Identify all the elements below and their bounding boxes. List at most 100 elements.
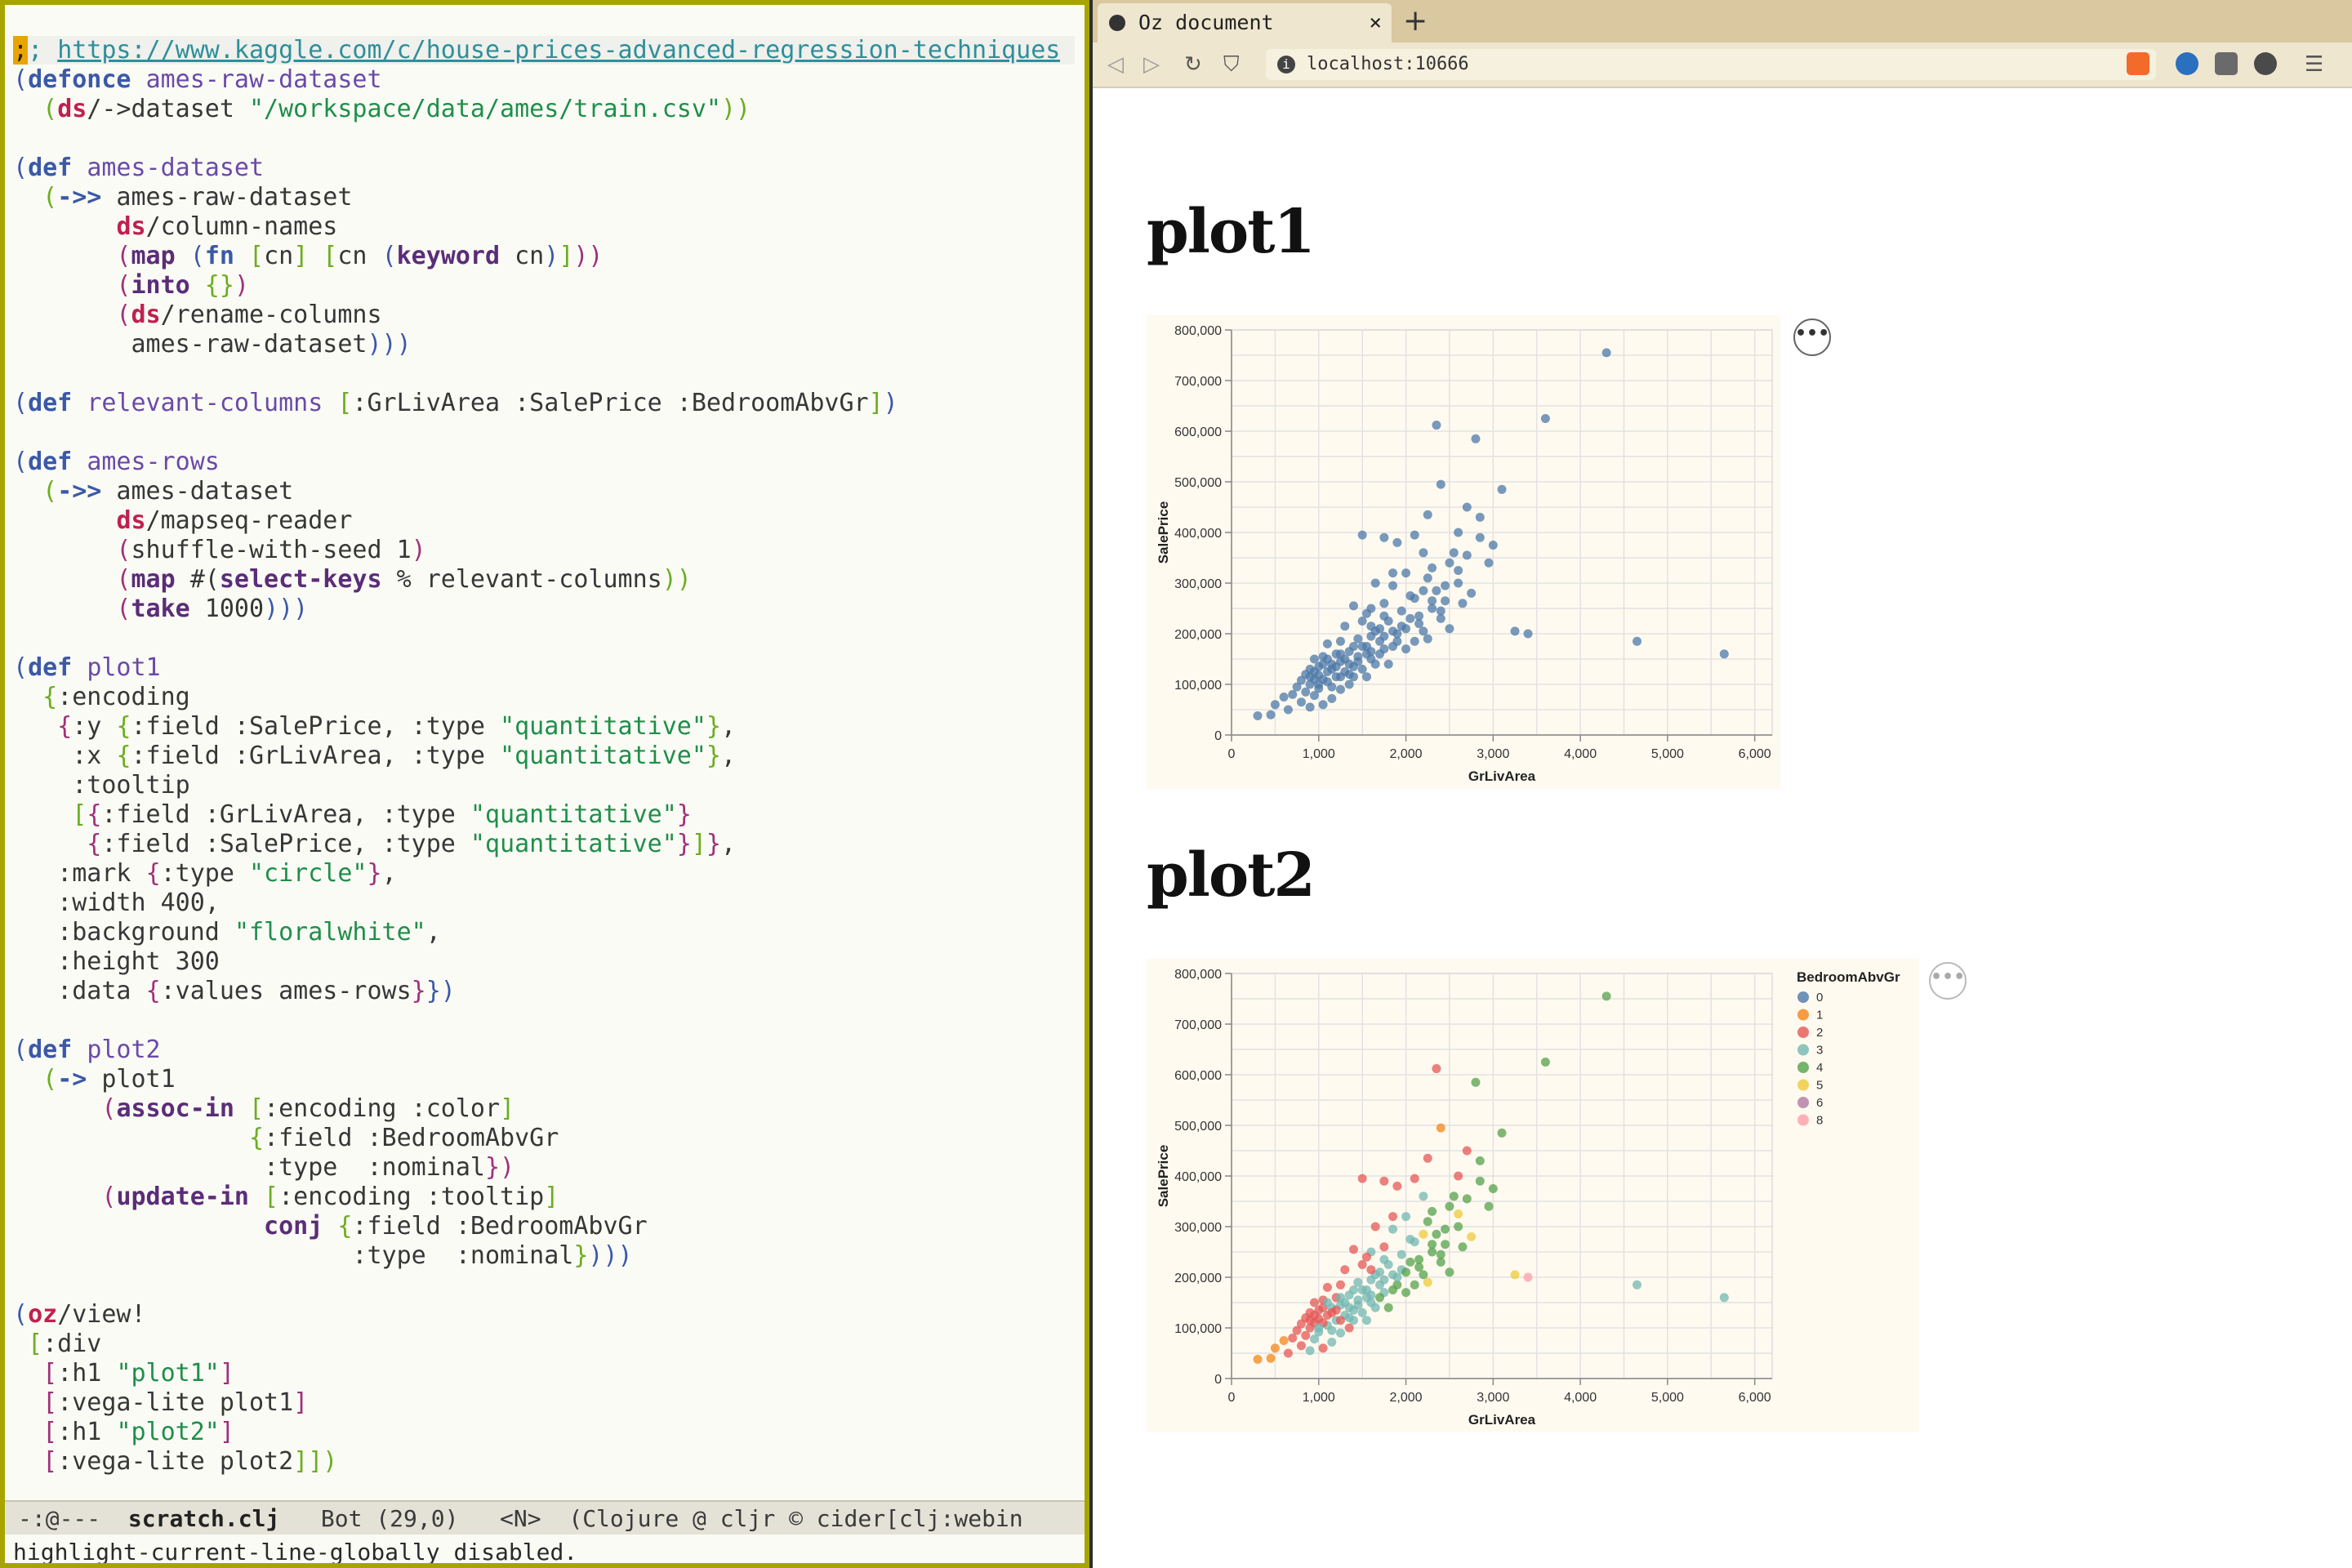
data-point[interactable] <box>1305 1316 1315 1325</box>
code-line[interactable]: (-> plot1 <box>13 1065 1075 1094</box>
data-point[interactable] <box>1432 586 1441 595</box>
data-point[interactable] <box>1388 1212 1398 1222</box>
data-point[interactable] <box>1475 532 1485 542</box>
data-point[interactable] <box>1449 548 1459 558</box>
data-point[interactable] <box>1405 591 1415 600</box>
data-point[interactable] <box>1432 1229 1441 1239</box>
data-point[interactable] <box>1462 550 1472 560</box>
code-line[interactable]: [:div <box>13 1330 1075 1359</box>
data-point[interactable] <box>1497 484 1507 494</box>
data-point[interactable] <box>1484 1201 1494 1211</box>
data-point[interactable] <box>1335 1328 1345 1338</box>
code-line[interactable]: (def plot1 <box>13 653 1075 683</box>
data-point[interactable] <box>1392 629 1402 639</box>
data-point[interactable] <box>1348 642 1358 651</box>
data-point[interactable] <box>1253 1354 1263 1364</box>
code-line[interactable]: ames-raw-dataset))) <box>13 330 1075 359</box>
data-point[interactable] <box>1357 1307 1367 1317</box>
data-point[interactable] <box>1454 578 1463 588</box>
data-point[interactable] <box>1344 679 1354 689</box>
data-point[interactable] <box>1419 1192 1428 1201</box>
extension-icon[interactable] <box>2176 52 2198 75</box>
data-point[interactable] <box>1423 573 1432 583</box>
data-point[interactable] <box>1335 1316 1345 1325</box>
reader-icon[interactable] <box>2215 52 2238 75</box>
data-point[interactable] <box>1362 1316 1371 1325</box>
modeline-modes[interactable]: (Clojure @ cljr © cider[clj:webin <box>568 1505 1023 1532</box>
data-point[interactable] <box>1322 1282 1332 1292</box>
data-point[interactable] <box>1283 1348 1293 1358</box>
data-point[interactable] <box>1327 1307 1337 1317</box>
data-point[interactable] <box>1436 1250 1446 1259</box>
data-point[interactable] <box>1467 1232 1477 1241</box>
data-point[interactable] <box>1357 1174 1367 1183</box>
data-point[interactable] <box>1475 1156 1485 1165</box>
code-line[interactable]: [:h1 "plot2"] <box>13 1418 1075 1447</box>
code-line[interactable] <box>13 418 1075 448</box>
data-point[interactable] <box>1296 697 1306 707</box>
data-point[interactable] <box>1362 1293 1371 1303</box>
code-line[interactable]: (defonce ames-raw-dataset <box>13 65 1075 95</box>
code-line[interactable]: {:encoding <box>13 683 1075 712</box>
data-point[interactable] <box>1296 1341 1306 1351</box>
data-point[interactable] <box>1379 599 1389 608</box>
data-point[interactable] <box>1340 1265 1350 1275</box>
code-line[interactable]: (ds/rename-columns <box>13 301 1075 330</box>
close-tab-icon[interactable]: × <box>1369 11 1382 35</box>
code-line[interactable]: :type :nominal}))) <box>13 1241 1075 1271</box>
data-point[interactable] <box>1392 537 1402 547</box>
data-point[interactable] <box>1445 624 1454 634</box>
data-point[interactable] <box>1388 1224 1398 1234</box>
data-point[interactable] <box>1601 348 1611 358</box>
code-line[interactable]: :width 400, <box>13 889 1075 918</box>
data-point[interactable] <box>1301 1330 1311 1340</box>
data-point[interactable] <box>1719 1293 1729 1303</box>
data-point[interactable] <box>1327 1337 1337 1347</box>
data-point[interactable] <box>1540 1058 1550 1067</box>
data-point[interactable] <box>1309 654 1319 664</box>
data-point[interactable] <box>1471 434 1481 443</box>
data-point[interactable] <box>1266 710 1276 719</box>
data-point[interactable] <box>1388 581 1398 590</box>
data-point[interactable] <box>1353 634 1363 644</box>
data-point[interactable] <box>1488 1184 1498 1193</box>
data-point[interactable] <box>1379 631 1389 641</box>
data-point[interactable] <box>1296 675 1306 685</box>
code-line[interactable]: :background "floralwhite", <box>13 918 1075 947</box>
data-point[interactable] <box>1419 1270 1428 1280</box>
data-point[interactable] <box>1401 1267 1411 1277</box>
data-point[interactable] <box>1318 700 1328 710</box>
data-point[interactable] <box>1348 1245 1358 1254</box>
data-point[interactable] <box>1436 1123 1446 1133</box>
address-bar[interactable]: i localhost:10666 ⊕ <box>1266 49 2156 80</box>
plot2-actions-menu-button[interactable]: ••• <box>1929 962 1967 1000</box>
reload-icon[interactable]: ↻ <box>1184 52 1202 77</box>
data-point[interactable] <box>1322 654 1332 664</box>
data-point[interactable] <box>1379 1242 1389 1252</box>
data-point[interactable] <box>1279 1336 1289 1345</box>
code-line[interactable] <box>13 1271 1075 1300</box>
data-point[interactable] <box>1353 1300 1363 1310</box>
code-line[interactable]: (into {}) <box>13 271 1075 301</box>
data-point[interactable] <box>1357 617 1367 626</box>
code-line[interactable]: :tooltip <box>13 771 1075 800</box>
data-point[interactable] <box>1309 691 1319 701</box>
data-point[interactable] <box>1335 636 1345 646</box>
data-point[interactable] <box>1467 588 1477 598</box>
plot1-actions-menu-button[interactable]: ••• <box>1793 318 1831 356</box>
data-point[interactable] <box>1419 586 1428 595</box>
data-point[interactable] <box>1601 991 1611 1001</box>
data-point[interactable] <box>1314 1323 1324 1333</box>
data-point[interactable] <box>1449 1192 1459 1201</box>
data-point[interactable] <box>1475 1176 1485 1186</box>
data-point[interactable] <box>1383 617 1393 626</box>
data-point[interactable] <box>1445 1201 1454 1211</box>
data-point[interactable] <box>1410 636 1419 646</box>
emacs-editor[interactable]: ;; https://www.kaggle.com/c/house-prices… <box>0 0 1089 1568</box>
data-point[interactable] <box>1510 626 1520 636</box>
data-point[interactable] <box>1414 619 1424 629</box>
data-point[interactable] <box>1353 657 1363 666</box>
data-point[interactable] <box>1410 530 1419 540</box>
data-point[interactable] <box>1401 1212 1411 1222</box>
code-line[interactable] <box>13 359 1075 389</box>
